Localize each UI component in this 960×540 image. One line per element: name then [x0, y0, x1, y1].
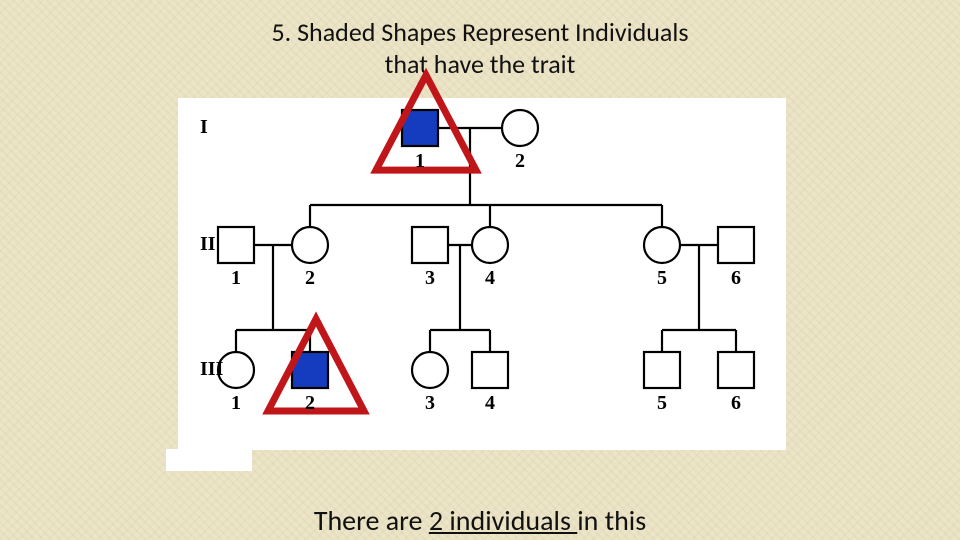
gen-label-II: II: [200, 233, 216, 256]
pedigree-II5: [644, 227, 680, 263]
slide-caption: There are 2 individuals in this pedigree…: [0, 468, 960, 540]
pedigree-II1: [218, 227, 254, 263]
caption-text-2: in this: [577, 503, 646, 538]
pedigree-chart: 12123456123456IIIIII: [0, 0, 960, 540]
pedigree-num-III1: 1: [224, 392, 248, 415]
pedigree-num-III3: 3: [418, 392, 442, 415]
pedigree-num-I1: 1: [408, 150, 432, 173]
pedigree-num-III6: 6: [724, 392, 748, 415]
gen-label-I: I: [200, 116, 208, 139]
pedigree-III3: [412, 352, 448, 388]
pedigree-I2: [502, 110, 538, 146]
pedigree-num-II6: 6: [724, 267, 748, 290]
pedigree-III4: [472, 352, 508, 388]
pedigree-num-II5: 5: [650, 267, 674, 290]
pedigree-num-II3: 3: [418, 267, 442, 290]
pedigree-num-II4: 4: [478, 267, 502, 290]
pedigree-num-II2: 2: [298, 267, 322, 290]
pedigree-II3: [412, 227, 448, 263]
gen-label-III: III: [200, 358, 223, 381]
pedigree-num-I2: 2: [508, 150, 532, 173]
caption-underlined: 2 individuals: [429, 503, 577, 538]
caption-text-1: There are: [314, 503, 429, 538]
pedigree-III1: [218, 352, 254, 388]
pedigree-II4: [472, 227, 508, 263]
pedigree-num-III5: 5: [650, 392, 674, 415]
pedigree-num-II1: 1: [224, 267, 248, 290]
pedigree-II2: [292, 227, 328, 263]
pedigree-num-III4: 4: [478, 392, 502, 415]
pedigree-III5: [644, 352, 680, 388]
pedigree-III6: [718, 352, 754, 388]
pedigree-num-III2: 2: [298, 392, 322, 415]
pedigree-II6: [718, 227, 754, 263]
